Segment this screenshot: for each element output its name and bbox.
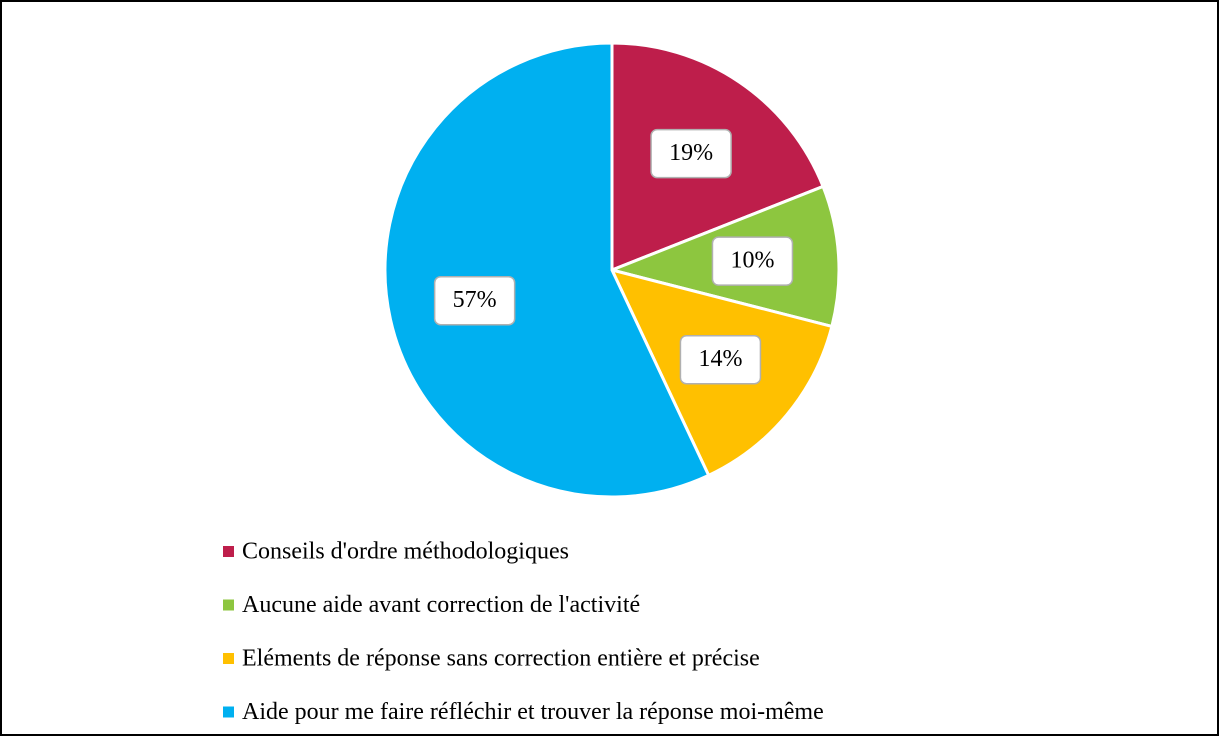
- data-label: 10%: [730, 248, 774, 274]
- data-label-box: [679, 334, 762, 385]
- data-label-box: [711, 236, 794, 286]
- data-label-box: [433, 275, 516, 326]
- data-label-box: [650, 128, 732, 179]
- legend-swatch: [223, 706, 234, 718]
- data-label: 19%: [669, 140, 713, 166]
- legend-label: Aide pour me faire réfléchir et trouver …: [242, 699, 824, 725]
- legend-label: Aucune aide avant correction de l'activi…: [242, 592, 640, 618]
- legend-label: Eléments de réponse sans correction enti…: [242, 646, 760, 672]
- legend-swatch: [223, 653, 234, 664]
- legend-swatch: [223, 546, 234, 557]
- data-label: 14%: [698, 346, 742, 372]
- legend-label: Conseils d'ordre méthodologiques: [242, 539, 569, 565]
- legend-swatch: [223, 599, 234, 611]
- pie-slice: [383, 41, 711, 499]
- data-label: 57%: [453, 287, 497, 313]
